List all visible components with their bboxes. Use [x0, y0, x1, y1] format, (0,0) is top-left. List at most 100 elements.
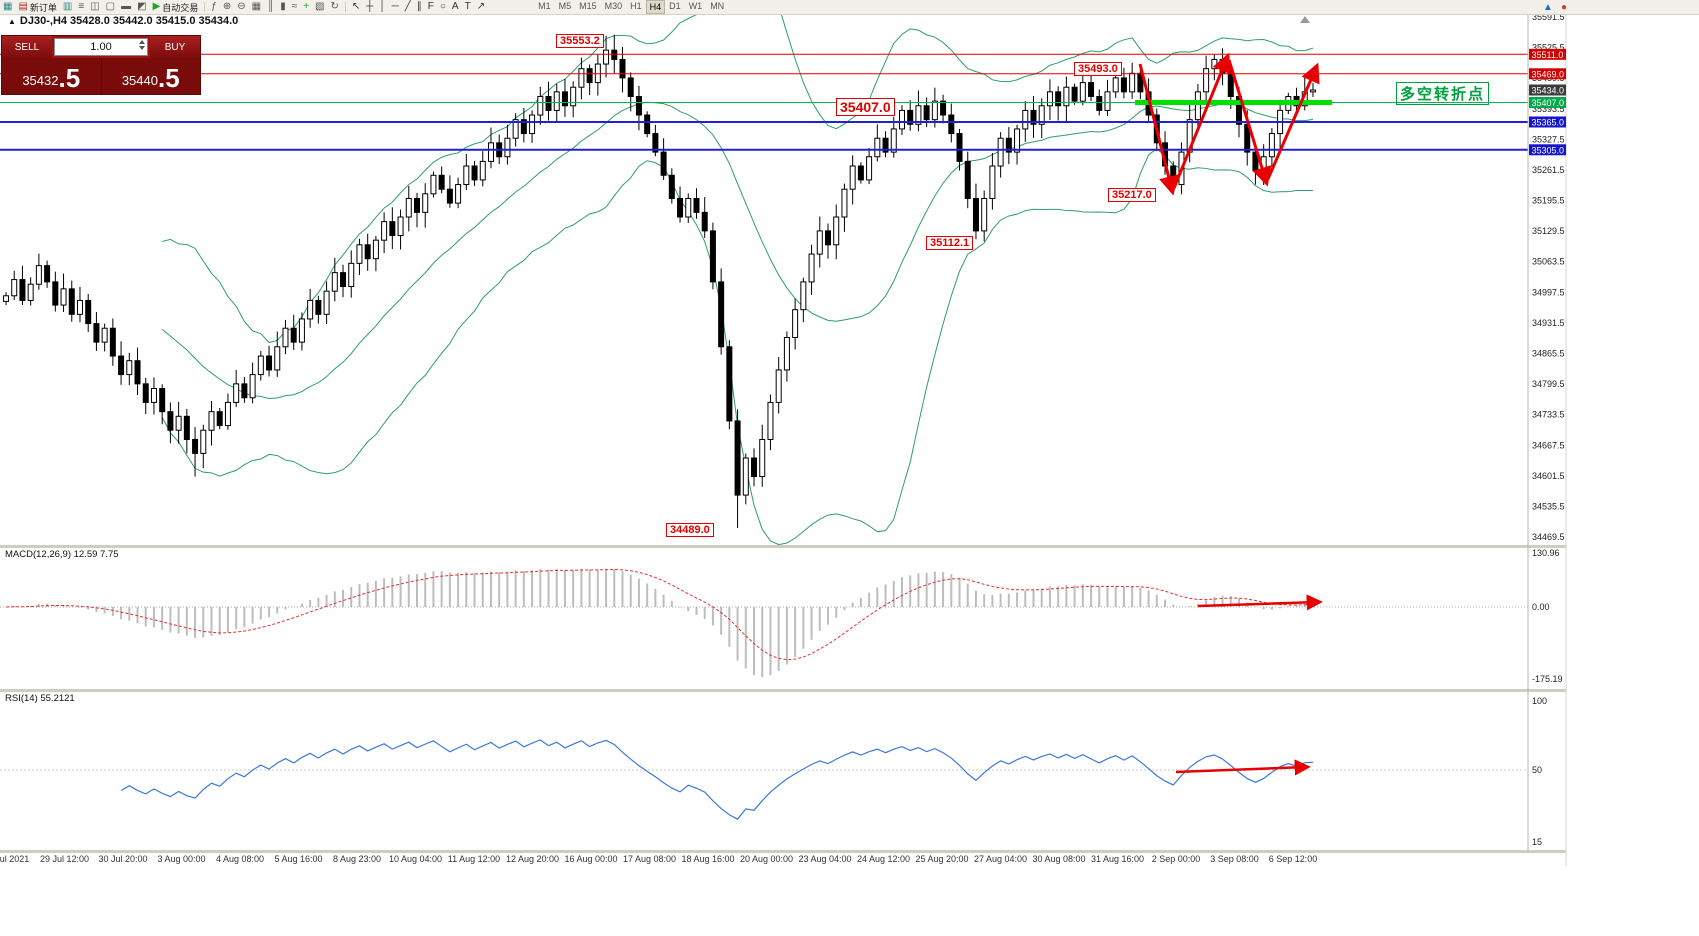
navigator-button[interactable]: ▢: [103, 1, 118, 14]
svg-text:5 Aug 16:00: 5 Aug 16:00: [274, 854, 322, 864]
panel-separator[interactable]: [0, 689, 1566, 692]
templates-icon: ▧: [315, 1, 325, 12]
volume-up-icon[interactable]: [139, 40, 145, 44]
indicators-button[interactable]: ƒ: [208, 1, 220, 14]
buy-button[interactable]: BUY: [150, 36, 200, 58]
svg-text:34931.5: 34931.5: [1532, 318, 1565, 328]
fibonacci-button[interactable]: F: [425, 1, 437, 14]
timeframe-m15[interactable]: M15: [579, 1, 597, 11]
toolbar: ▦ ▤ 新订单 ▥ ≡ ◫ ▢ ▬ ◩ ▶ 自动交易 ƒ ⊕ ⊖ ▦ ║ ▮ ≈ + ▧ ↻ ↖ ┼ │ ─ ╱ ∥ F ○ A T ↗ M1 M…: [0, 0, 1699, 15]
candle-chart-button[interactable]: ▮: [277, 1, 289, 14]
timeframe-h1[interactable]: H1: [630, 1, 642, 11]
macd-trend-arrow[interactable]: [1197, 594, 1323, 611]
tile-windows-button[interactable]: ▦: [249, 1, 264, 14]
new-chart-button[interactable]: ▦: [0, 1, 15, 14]
time-axis[interactable]: 28 Jul 2021 29 Jul 12:00 30 Jul 20:00 3 Aug…: [0, 854, 1317, 864]
bar-chart-button[interactable]: ║: [264, 1, 277, 14]
timeframe-d1[interactable]: D1: [669, 1, 681, 11]
terminal-button[interactable]: ▬: [118, 1, 134, 14]
market-watch-button[interactable]: ≡: [75, 1, 87, 14]
price-label-35493[interactable]: 35493.0: [1074, 62, 1122, 76]
svg-text:4 Aug 08:00: 4 Aug 08:00: [216, 854, 264, 864]
panel-separator[interactable]: [0, 850, 1566, 853]
arrows-button[interactable]: ↗: [474, 1, 488, 14]
timeframe-mn[interactable]: MN: [710, 1, 725, 11]
price-label-35407[interactable]: 35407.0: [836, 98, 895, 116]
profiles-icon: ▥: [62, 1, 73, 12]
strategy-tester-icon: ◩: [137, 1, 147, 12]
new-order-button[interactable]: ▤ 新订单: [15, 1, 59, 14]
svg-text:34997.5: 34997.5: [1532, 287, 1565, 297]
shapes-button[interactable]: ○: [437, 1, 449, 14]
timeframe-w1[interactable]: W1: [688, 1, 703, 11]
macd-panel[interactable]: [0, 568, 1528, 677]
profiles-button[interactable]: ▥: [60, 1, 75, 14]
record-icon[interactable]: ●: [1560, 1, 1567, 13]
price-label-35112[interactable]: 35112.1: [926, 236, 974, 250]
channel-button[interactable]: ∥: [414, 1, 425, 14]
vertical-line-button[interactable]: │: [376, 1, 388, 14]
auto-trading-button[interactable]: ▶ 自动交易: [150, 1, 202, 14]
svg-text:35195.5: 35195.5: [1532, 196, 1565, 206]
data-window-icon: ◫: [90, 1, 100, 12]
chart-pointer-icon[interactable]: ▲: [1543, 1, 1553, 13]
svg-text:34469.5: 34469.5: [1532, 532, 1565, 542]
refresh-button[interactable]: ↻: [328, 1, 342, 14]
price-marker-35305.0: [1529, 144, 1566, 156]
text-button[interactable]: A: [449, 1, 462, 14]
volume-value: 1.00: [90, 41, 112, 53]
trendline-icon: ╱: [404, 1, 411, 12]
timeframe-m1[interactable]: M1: [538, 1, 551, 11]
trend-arrow-1[interactable]: [1172, 52, 1231, 189]
crosshair-button[interactable]: ┼: [363, 1, 376, 14]
volume-input[interactable]: 1.00: [54, 38, 148, 56]
trendline-button[interactable]: ╱: [402, 1, 414, 14]
line-chart-button[interactable]: ≈: [289, 1, 301, 14]
label-button[interactable]: T: [462, 1, 474, 14]
price-marker-35365.0: [1529, 116, 1566, 128]
buy-price[interactable]: 35440 .5: [100, 58, 201, 94]
svg-text:34799.5: 34799.5: [1532, 379, 1565, 389]
svg-text:35511.0: 35511.0: [1532, 50, 1564, 60]
sell-price[interactable]: 35432 .5: [2, 58, 101, 94]
trend-arrow-2[interactable]: [1227, 59, 1272, 187]
scroll-end-icon[interactable]: [1300, 16, 1310, 23]
trend-arrow-0[interactable]: [1138, 63, 1179, 196]
bollinger-middle-band: [161, 101, 1314, 399]
templates-button[interactable]: ▧: [312, 1, 327, 14]
toolbar-separator: [344, 2, 346, 12]
symbol-ohlc-text: DJ30-,H4 35428.0 35442.0 35415.0 35434.0: [19, 15, 239, 27]
svg-text:35129.5: 35129.5: [1532, 226, 1565, 236]
label-icon: T: [464, 1, 471, 12]
strategy-tester-button[interactable]: ◩: [134, 1, 149, 14]
rsi-trend-arrow[interactable]: [1175, 759, 1311, 776]
trend-arrow-3[interactable]: [1266, 62, 1320, 180]
price-label-35553[interactable]: 35553.2: [556, 34, 604, 48]
price-label-34489[interactable]: 34489.0: [666, 523, 714, 537]
price-label-35217[interactable]: 35217.0: [1108, 188, 1156, 202]
panel-separator[interactable]: [0, 545, 1566, 548]
sell-button[interactable]: SELL: [2, 36, 52, 58]
price-axis[interactable]: 35591.535525.535459.535393.535327.535261…: [1529, 12, 1566, 542]
macd-scale-label: -175.19: [1532, 674, 1563, 684]
rsi-scale-label: 50: [1532, 765, 1542, 775]
svg-text:34667.5: 34667.5: [1532, 440, 1565, 450]
rsi-panel[interactable]: [0, 739, 1528, 820]
horizontal-line-button[interactable]: ─: [389, 1, 402, 14]
cursor-button[interactable]: ↖: [349, 1, 363, 14]
timeframe-m5[interactable]: M5: [558, 1, 572, 11]
add-indicator-button[interactable]: +: [300, 1, 312, 14]
price-chart[interactable]: [0, 0, 1528, 545]
symbol-marker-icon: ▲: [8, 16, 16, 26]
data-window-button[interactable]: ◫: [87, 1, 102, 14]
volume-down-icon[interactable]: [139, 46, 145, 50]
sell-price-main: 35432: [22, 73, 59, 88]
turning-point-label[interactable]: 多空转折点: [1396, 82, 1490, 105]
zoom-out-button[interactable]: ⊖: [234, 1, 248, 14]
timeframe-h4[interactable]: H4: [645, 0, 666, 14]
arrows-icon: ↗: [476, 1, 486, 12]
zoom-in-button[interactable]: ⊕: [220, 1, 234, 14]
macd-scale-label: 0.00: [1532, 602, 1550, 612]
timeframe-m30[interactable]: M30: [604, 1, 623, 11]
